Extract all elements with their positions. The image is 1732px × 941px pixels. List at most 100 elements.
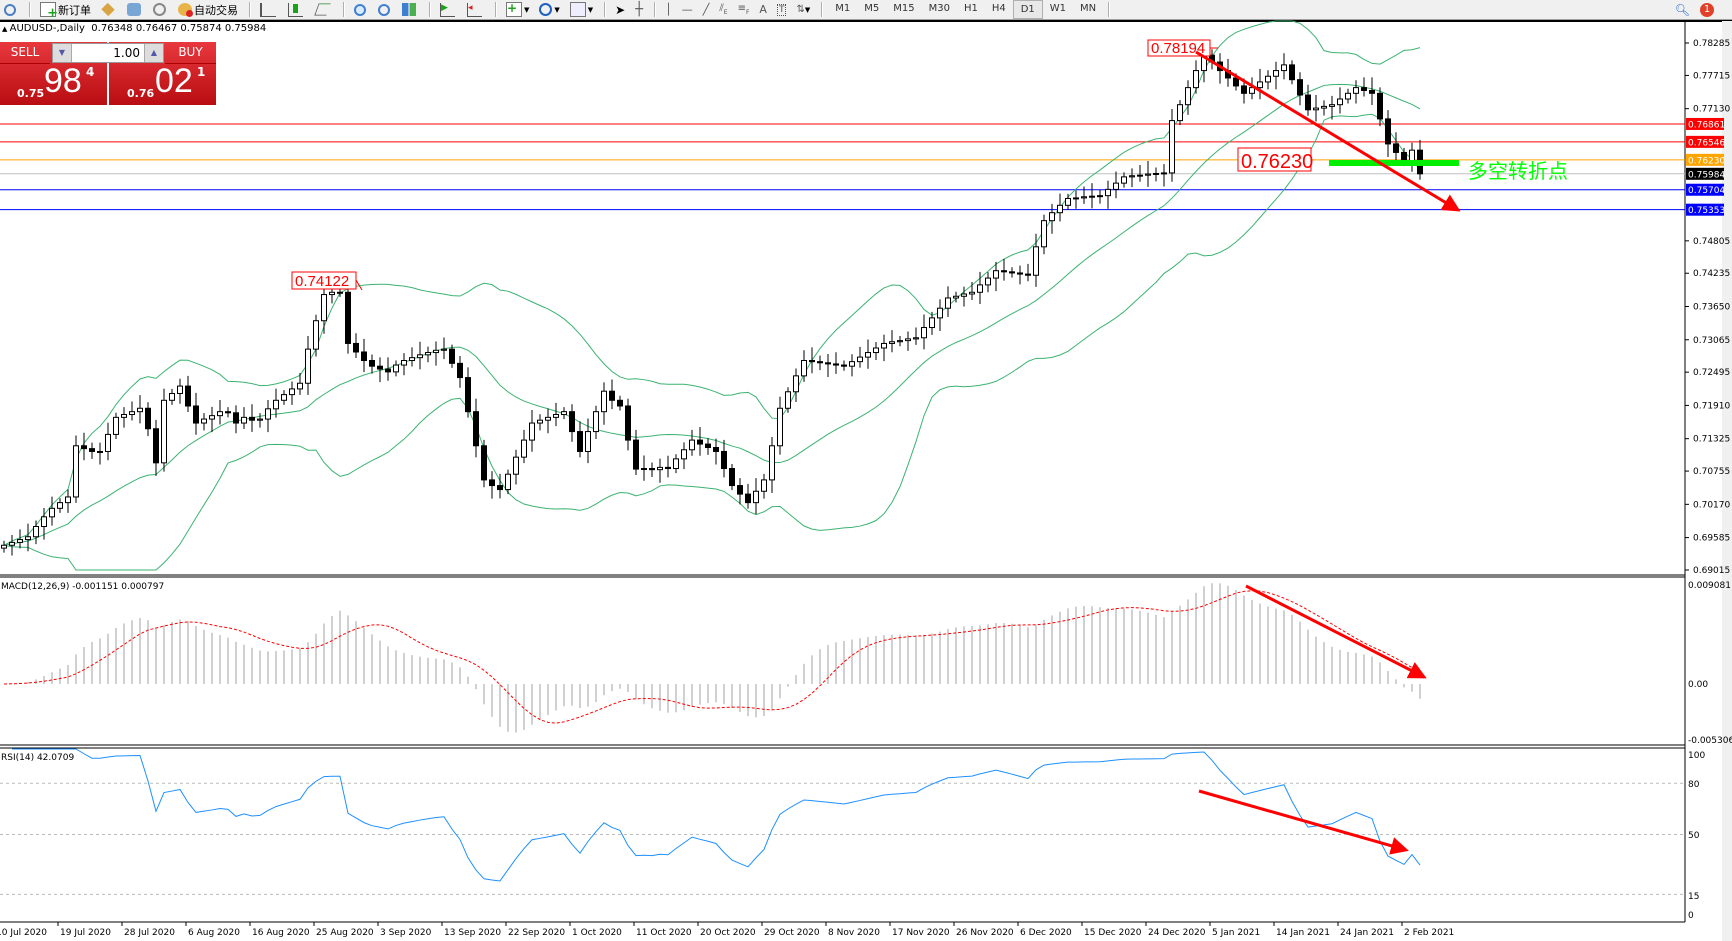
candle (1321, 100, 1327, 116)
candle-body (393, 364, 399, 373)
rsi-tick-label: 80 (1688, 780, 1700, 790)
bar-chart-icon[interactable] (256, 1, 282, 18)
candle (1361, 77, 1367, 97)
cursor-icon[interactable]: ➤ (615, 2, 626, 17)
candle (425, 346, 431, 363)
buy-price-prefix: 0.76 (127, 87, 155, 100)
candle (769, 436, 775, 493)
candle-body (1241, 85, 1247, 94)
chart-shift-icon[interactable]: ◂ (463, 1, 488, 18)
candle (1297, 72, 1303, 106)
lot-size-stepper[interactable]: ▼ 1.00 ▲ (52, 43, 164, 63)
candle-body (9, 541, 15, 546)
auto-scroll-icon[interactable]: ▶ (436, 1, 461, 18)
crosshair-icon[interactable]: ┼ (635, 2, 644, 17)
candle-body (1065, 197, 1071, 206)
lot-decrease-button[interactable]: ▼ (53, 44, 72, 62)
rsi-divergence-arrow (1198, 789, 1409, 855)
candle-body (409, 357, 415, 362)
candle-body (313, 320, 319, 350)
search-icon[interactable]: 🔍︎ (1674, 2, 1690, 17)
timeframe-w1[interactable]: W1 (1049, 3, 1067, 14)
tile-windows-icon[interactable] (398, 1, 422, 18)
candle (1337, 87, 1343, 114)
candle (929, 311, 935, 335)
candle-body (585, 431, 591, 452)
candle-body (905, 338, 911, 342)
candle (609, 379, 615, 410)
candle-body (649, 468, 655, 471)
history-icon[interactable] (97, 1, 121, 18)
candle (145, 402, 151, 437)
candle (1145, 160, 1151, 187)
timeframe-m30[interactable]: M30 (928, 3, 950, 14)
zoom-icon[interactable] (0, 1, 22, 18)
zoom-in-icon[interactable] (350, 1, 372, 18)
candle (1057, 193, 1063, 222)
candle-body (1049, 212, 1055, 222)
candle-body (777, 407, 783, 447)
lot-size-input[interactable]: 1.00 (113, 46, 140, 60)
arrows-icon[interactable]: ⇅ ▼ (796, 4, 811, 15)
candle (657, 458, 663, 483)
sell-price[interactable]: 0.75 98 4 (0, 62, 107, 105)
timeframe-mn[interactable]: MN (1080, 3, 1097, 14)
candle (353, 333, 359, 358)
equidistant-channel-icon[interactable]: ⫽E (719, 3, 728, 16)
candlestick-chart-icon[interactable] (284, 1, 309, 18)
candle (809, 347, 815, 374)
new-order-button[interactable]: + 新订单 (36, 1, 95, 20)
indicators-icon[interactable]: + ▼ (506, 1, 530, 17)
fibonacci-icon[interactable]: ≡F (737, 3, 750, 16)
buy-button[interactable]: BUY (165, 42, 216, 64)
candle-body (1305, 94, 1311, 111)
candle-body (1097, 195, 1103, 198)
trendline-icon[interactable]: ╱ (702, 3, 710, 16)
candle-body (841, 364, 847, 367)
candle (633, 429, 639, 476)
candle (1121, 172, 1127, 188)
vertical-line-icon[interactable]: │ (665, 3, 672, 16)
timeframe-m1[interactable]: M1 (835, 3, 851, 14)
timeframe-m5[interactable]: M5 (864, 3, 880, 14)
templates-icon[interactable]: ▼ (566, 1, 597, 18)
candle-body (1297, 79, 1303, 96)
candle-body (225, 411, 231, 414)
symbol-label: AUDUSD-,Daily (9, 23, 85, 34)
timeframe-d1[interactable]: D1 (1012, 0, 1043, 19)
timeframe-m15[interactable]: M15 (893, 3, 915, 14)
signals-icon[interactable] (149, 1, 172, 18)
horizontal-line-icon[interactable]: — (681, 3, 693, 16)
candle-body (1145, 173, 1151, 176)
timeframe-h1[interactable]: H1 (963, 3, 978, 14)
timeframe-h4[interactable]: H4 (991, 3, 1006, 14)
time-tick-label: 3 Sep 2020 (380, 928, 432, 938)
candle (1025, 263, 1031, 282)
terminal-icon[interactable] (123, 1, 147, 18)
candle (641, 455, 647, 481)
sell-button[interactable]: SELL (0, 42, 50, 64)
zoom-out-icon[interactable] (374, 1, 396, 18)
candle-body (49, 507, 55, 518)
collapse-triangle-icon[interactable]: ▲ (2, 25, 10, 33)
line-chart-icon[interactable] (311, 1, 336, 18)
periods-icon[interactable]: ▼ (535, 1, 563, 18)
auto-trading-button[interactable]: 自动交易 (174, 1, 242, 18)
text-label-icon[interactable]: T (776, 3, 787, 16)
time-tick-label: 6 Dec 2020 (1020, 928, 1072, 938)
candle (561, 407, 567, 420)
candle-body (81, 445, 87, 450)
candle-body (1329, 104, 1335, 107)
price-tick-label: 0.77715 (1693, 71, 1730, 81)
text-icon[interactable]: A (759, 3, 767, 16)
notifications-icon[interactable]: 1 (1696, 1, 1730, 18)
candle-body (921, 327, 927, 339)
lot-increase-button[interactable]: ▲ (144, 44, 163, 62)
candle-body (1369, 89, 1375, 94)
candle (409, 347, 415, 367)
price-tick-label: 0.74805 (1693, 237, 1730, 247)
toolbar-separator (604, 2, 607, 17)
buy-price[interactable]: 0.76 02 1 (109, 62, 216, 105)
new-order-label: 新订单 (58, 3, 91, 17)
